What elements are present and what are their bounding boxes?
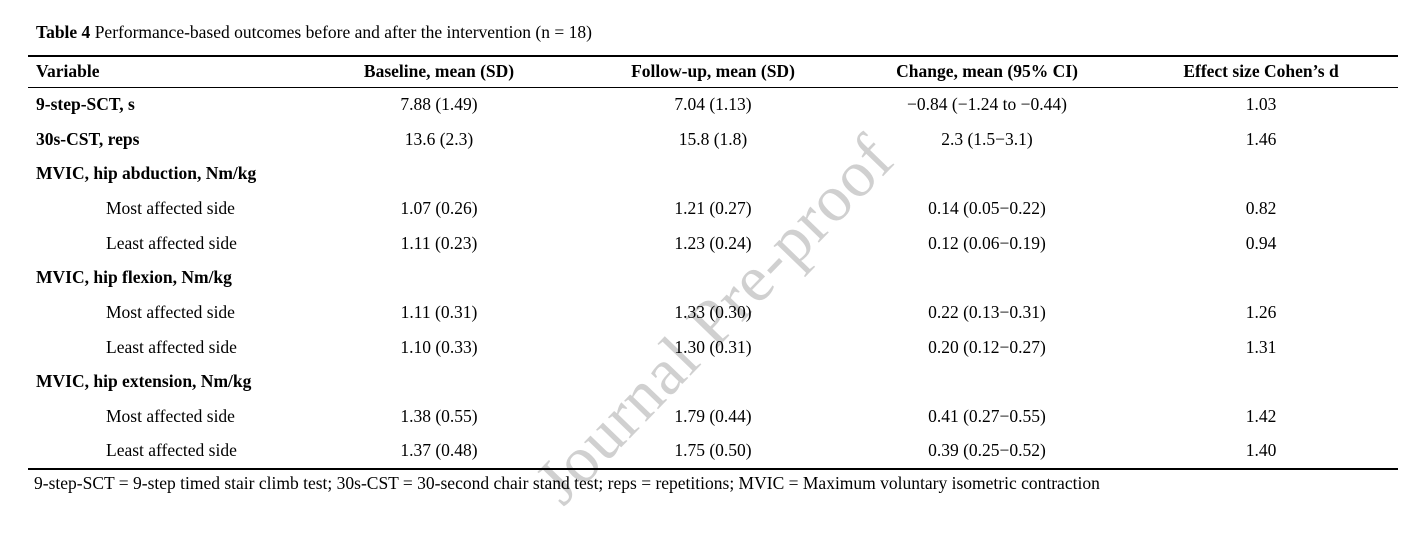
cell-followup	[576, 260, 850, 295]
cell-followup: 1.23 (0.24)	[674, 232, 752, 253]
cell-variable: Most affected side	[106, 301, 235, 322]
cell-variable: Most affected side	[106, 406, 235, 427]
cell-effect: 1.26	[1245, 301, 1277, 322]
table-row: Least affected side 1.10 (0.33) 1.30 (0.…	[28, 330, 1398, 365]
cell-followup: 1.30 (0.31)	[674, 336, 752, 357]
cell-followup: 1.21 (0.27)	[674, 197, 752, 218]
cell-variable: Least affected side	[106, 440, 237, 461]
cell-change: 0.39 (0.25−0.52)	[928, 440, 1046, 461]
cell-followup: 15.8 (1.8)	[678, 128, 748, 149]
cell-effect: 1.40	[1245, 440, 1277, 461]
cell-effect	[1124, 156, 1398, 191]
cell-change: 0.12 (0.06−0.19)	[928, 232, 1046, 253]
cell-effect	[1124, 365, 1398, 400]
cell-followup	[576, 156, 850, 191]
table-section-row: MVIC, hip flexion, Nm/kg	[28, 260, 1398, 295]
cell-effect: 1.31	[1245, 336, 1277, 357]
cell-baseline: 7.88 (1.49)	[400, 94, 478, 115]
column-header-baseline: Baseline, mean (SD)	[302, 56, 576, 88]
cell-baseline: 1.11 (0.23)	[400, 232, 478, 253]
cell-change: −0.84 (−1.24 to −0.44)	[907, 94, 1067, 115]
page: Journal Pre-proof Table 4 Performance-ba…	[28, 22, 1398, 518]
cell-variable: 9-step-SCT, s	[36, 94, 135, 115]
cell-variable: 30s-CST, reps	[36, 128, 140, 149]
cell-variable: MVIC, hip abduction, Nm/kg	[36, 163, 257, 184]
cell-followup: 1.79 (0.44)	[674, 406, 752, 427]
cell-baseline: 1.07 (0.26)	[400, 197, 478, 218]
outcomes-table: Variable Baseline, mean (SD) Follow-up, …	[28, 55, 1398, 470]
cell-effect: 0.94	[1245, 232, 1277, 253]
cell-followup: 7.04 (1.13)	[674, 94, 752, 115]
column-header-effect-size: Effect size Cohen’s d	[1124, 56, 1398, 88]
cell-baseline: 1.10 (0.33)	[400, 336, 478, 357]
column-header-variable: Variable	[28, 56, 302, 88]
cell-change	[850, 365, 1124, 400]
table-caption-text: Performance-based outcomes before and af…	[90, 22, 592, 42]
table-row: Most affected side 1.07 (0.26) 1.21 (0.2…	[28, 191, 1398, 226]
cell-baseline	[302, 365, 576, 400]
table-section-row: MVIC, hip abduction, Nm/kg	[28, 156, 1398, 191]
column-header-change: Change, mean (95% CI)	[850, 56, 1124, 88]
cell-baseline	[302, 260, 576, 295]
cell-change: 0.20 (0.12−0.27)	[928, 336, 1046, 357]
table-row: 30s-CST, reps 13.6 (2.3) 15.8 (1.8) 2.3 …	[28, 122, 1398, 157]
table-caption-label: Table 4	[36, 22, 91, 42]
cell-effect: 1.46	[1245, 128, 1277, 149]
cell-variable: Least affected side	[106, 232, 237, 253]
cell-change	[850, 260, 1124, 295]
cell-effect	[1124, 260, 1398, 295]
cell-baseline: 1.11 (0.31)	[400, 301, 478, 322]
cell-effect: 0.82	[1245, 197, 1277, 218]
cell-baseline: 1.37 (0.48)	[400, 440, 478, 461]
table-row: Most affected side 1.11 (0.31) 1.33 (0.3…	[28, 295, 1398, 330]
table-row: 9-step-SCT, s 7.88 (1.49) 7.04 (1.13) −0…	[28, 87, 1398, 122]
cell-effect: 1.03	[1245, 94, 1277, 115]
cell-change: 2.3 (1.5−3.1)	[941, 128, 1033, 149]
table-row: Most affected side 1.38 (0.55) 1.79 (0.4…	[28, 399, 1398, 434]
table-body: 9-step-SCT, s 7.88 (1.49) 7.04 (1.13) −0…	[28, 87, 1398, 469]
cell-variable: Least affected side	[106, 336, 237, 357]
cell-followup: 1.75 (0.50)	[674, 440, 752, 461]
table-header: Variable Baseline, mean (SD) Follow-up, …	[28, 56, 1398, 88]
header-row: Variable Baseline, mean (SD) Follow-up, …	[28, 56, 1398, 88]
cell-variable: Most affected side	[106, 197, 235, 218]
cell-change: 0.22 (0.13−0.31)	[928, 301, 1046, 322]
table-row: Least affected side 1.11 (0.23) 1.23 (0.…	[28, 226, 1398, 261]
column-header-followup: Follow-up, mean (SD)	[576, 56, 850, 88]
cell-baseline	[302, 156, 576, 191]
table-content: Table 4 Performance-based outcomes befor…	[28, 22, 1398, 493]
cell-followup	[576, 365, 850, 400]
cell-baseline: 13.6 (2.3)	[404, 128, 474, 149]
cell-effect: 1.42	[1245, 406, 1277, 427]
cell-followup: 1.33 (0.30)	[674, 301, 752, 322]
cell-variable: MVIC, hip flexion, Nm/kg	[36, 267, 232, 288]
cell-baseline: 1.38 (0.55)	[400, 406, 478, 427]
table-caption: Table 4 Performance-based outcomes befor…	[36, 22, 592, 43]
table-row: Least affected side 1.37 (0.48) 1.75 (0.…	[28, 434, 1398, 469]
cell-variable: MVIC, hip extension, Nm/kg	[36, 371, 252, 392]
table-section-row: MVIC, hip extension, Nm/kg	[28, 365, 1398, 400]
cell-change: 0.41 (0.27−0.55)	[928, 406, 1046, 427]
cell-change: 0.14 (0.05−0.22)	[928, 197, 1046, 218]
cell-change	[850, 156, 1124, 191]
table-footnote: 9-step-SCT = 9-step timed stair climb te…	[34, 473, 1100, 493]
